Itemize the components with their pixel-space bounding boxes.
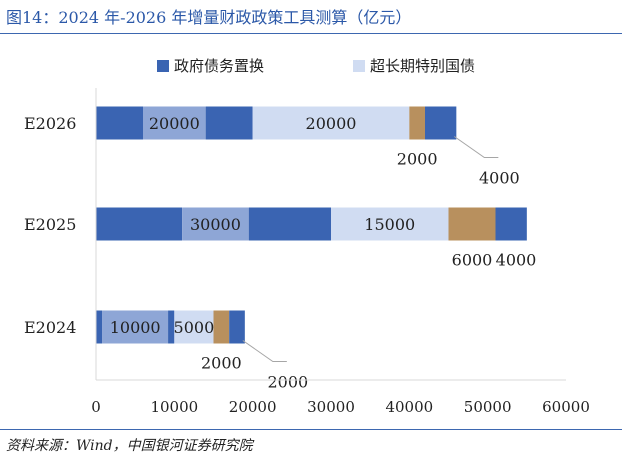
data-label-E2025-5: 4000 — [496, 251, 537, 270]
leader-line-E2026-5 — [454, 136, 499, 158]
bar-segment-E2026-2 — [205, 106, 253, 140]
data-label-E2026-5: 4000 — [479, 169, 520, 188]
data-label-E2024-5: 2000 — [267, 373, 308, 392]
x-tick-label-4: 40000 — [385, 398, 433, 416]
bar-segment-E2026-0 — [96, 106, 143, 140]
bar-segment-E2024-5 — [229, 310, 245, 344]
bar-segment-E2024-2 — [168, 310, 175, 344]
bar-segment-E2024-1 — [102, 310, 169, 344]
x-tick-label-2: 20000 — [229, 398, 277, 416]
category-labels: E2024 E2025 E2026 — [24, 114, 76, 337]
bar-segment-E2025-1 — [182, 207, 249, 241]
data-label-E2026-3: 20000 — [306, 114, 357, 133]
bar-segment-E2025-5 — [495, 207, 527, 241]
data-label-E2025-1: 30000 — [190, 215, 241, 234]
bar-segment-E2024-4 — [213, 310, 230, 344]
chart-title: 图14：2024 年-2026 年增量财政政策工具测算（亿元） — [6, 8, 412, 27]
title-rule — [0, 33, 622, 34]
data-label-E2024-1: 10000 — [110, 318, 161, 337]
source-rule — [0, 429, 622, 430]
bars — [96, 106, 527, 344]
bar-segment-E2025-0 — [96, 207, 183, 241]
source-note: 资料来源：Wind，中国银河证券研究院 — [6, 438, 253, 454]
leader-line-E2024-5 — [242, 340, 287, 362]
x-axis: 0 10000 20000 30000 40000 50000 60000 — [91, 88, 590, 416]
data-label-E2026-4: 2000 — [397, 150, 438, 169]
category-label-E2024: E2024 — [24, 318, 76, 337]
x-tick-label-1: 10000 — [150, 398, 198, 416]
bar-segment-E2025-4 — [448, 207, 496, 241]
bar-segment-E2026-1 — [143, 106, 206, 140]
data-label-E2026-1: 20000 — [149, 114, 200, 133]
legend-swatch-0 — [157, 60, 169, 72]
legend-label-0: 政府债务置换 — [174, 57, 264, 75]
legend-swatch-1 — [353, 60, 365, 72]
bar-segment-E2025-2 — [248, 207, 331, 241]
data-label-E2024-3: 5000 — [174, 318, 215, 337]
data-label-E2025-3: 15000 — [364, 215, 415, 234]
data-label-E2024-4: 2000 — [201, 354, 242, 373]
x-tick-label-3: 30000 — [307, 398, 355, 416]
legend-label-1: 超长期特别国债 — [370, 57, 475, 75]
bar-segment-E2024-0 — [96, 310, 103, 344]
x-tick-label-6: 60000 — [542, 398, 590, 416]
data-label-E2025-4: 6000 — [452, 251, 493, 270]
bar-segment-E2026-5 — [425, 106, 457, 140]
category-label-E2026: E2026 — [24, 114, 76, 133]
bar-segment-E2025-3 — [331, 207, 449, 241]
x-tick-label-5: 50000 — [464, 398, 512, 416]
category-label-E2025: E2025 — [24, 215, 76, 234]
x-tick-label-0: 0 — [91, 398, 101, 416]
bar-segment-E2026-3 — [252, 106, 410, 140]
legend: 政府债务置换 超长期特别国债 — [157, 57, 475, 75]
bar-segment-E2024-3 — [174, 310, 214, 344]
bar-segment-E2026-4 — [409, 106, 425, 140]
